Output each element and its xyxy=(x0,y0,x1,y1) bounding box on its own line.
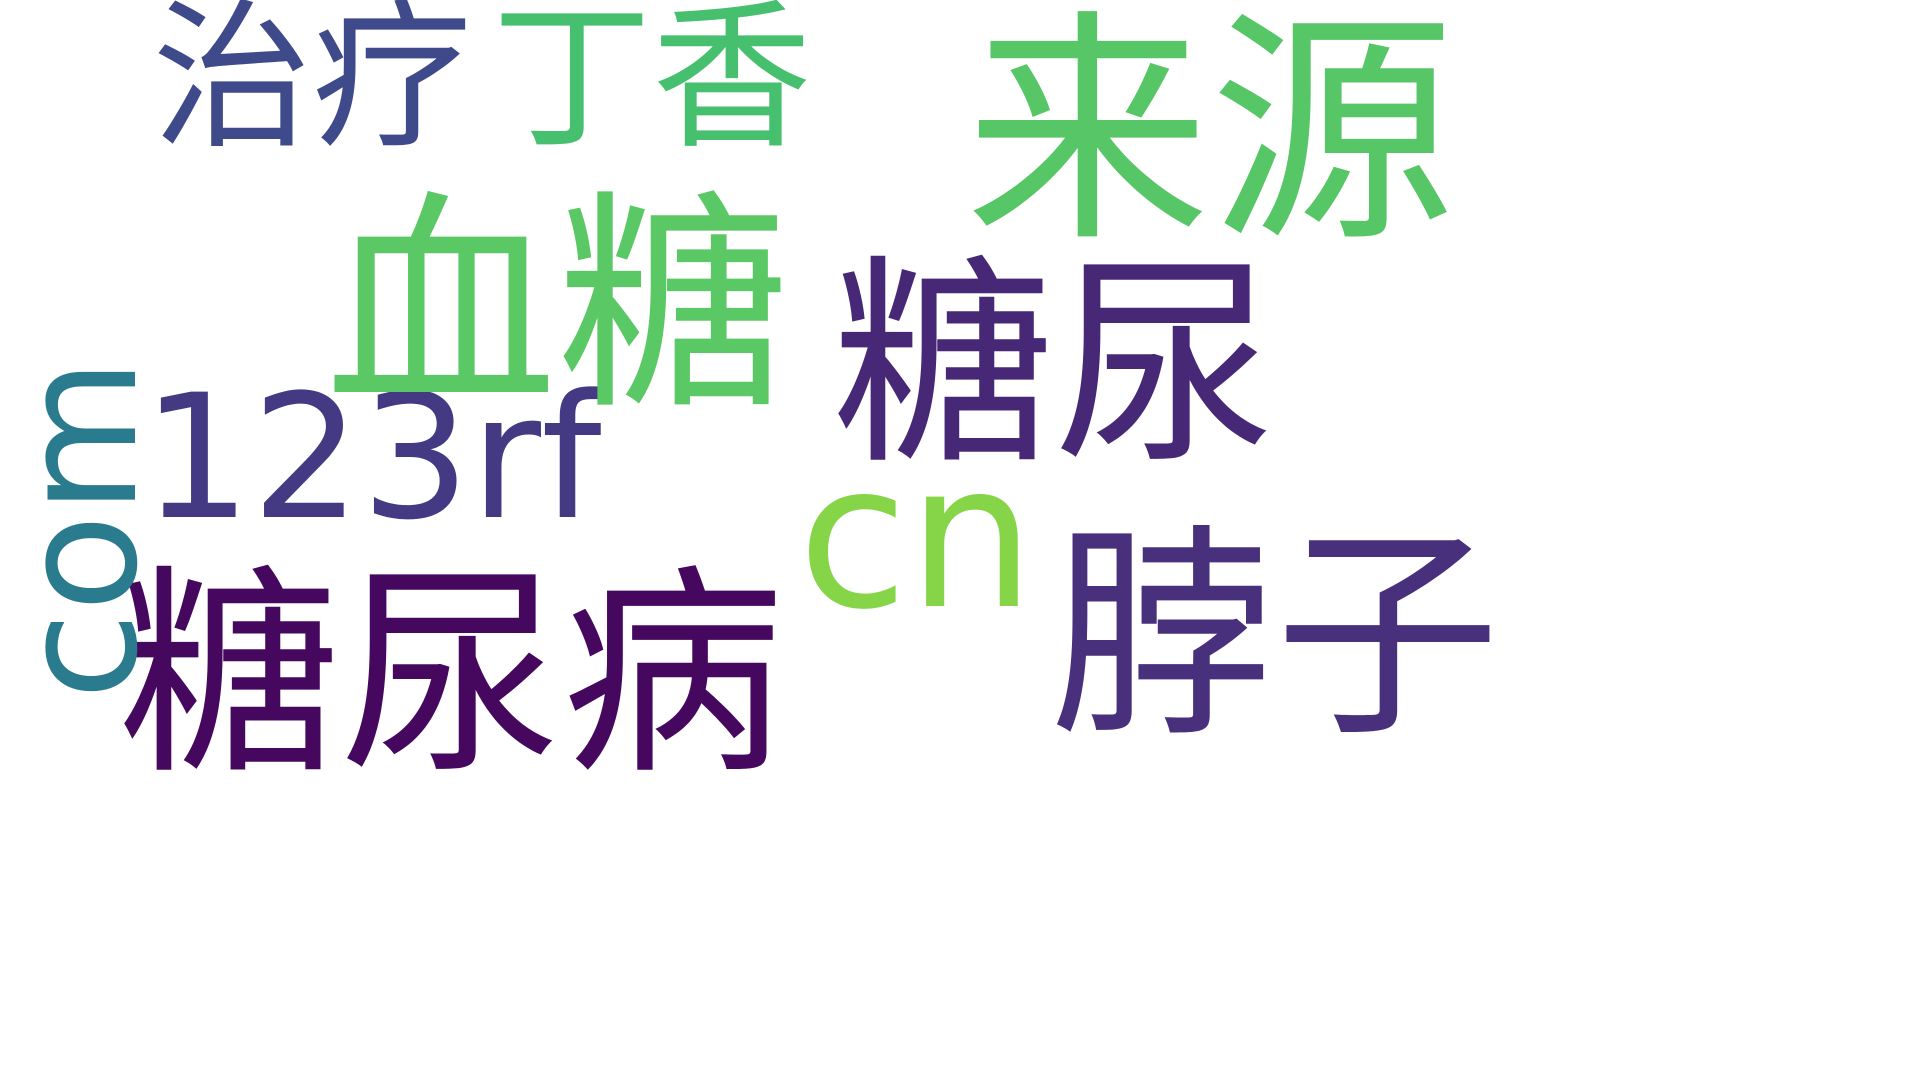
word-tangniao: 糖尿 xyxy=(832,237,1276,495)
word-zhiliao: 治疗 xyxy=(152,0,473,171)
word-123rf: 123rf xyxy=(142,357,602,558)
word-laiyuan: 来源 xyxy=(965,0,1455,275)
word-xuetang: 血糖 xyxy=(325,171,790,441)
word-cn: cn xyxy=(798,421,1035,654)
word-tangniaobing: 糖尿病 xyxy=(118,547,784,805)
word-bozi: 脖子 xyxy=(1050,506,1500,768)
word-com: com xyxy=(0,358,173,700)
word-dingxiang: 丁香 xyxy=(492,0,813,171)
